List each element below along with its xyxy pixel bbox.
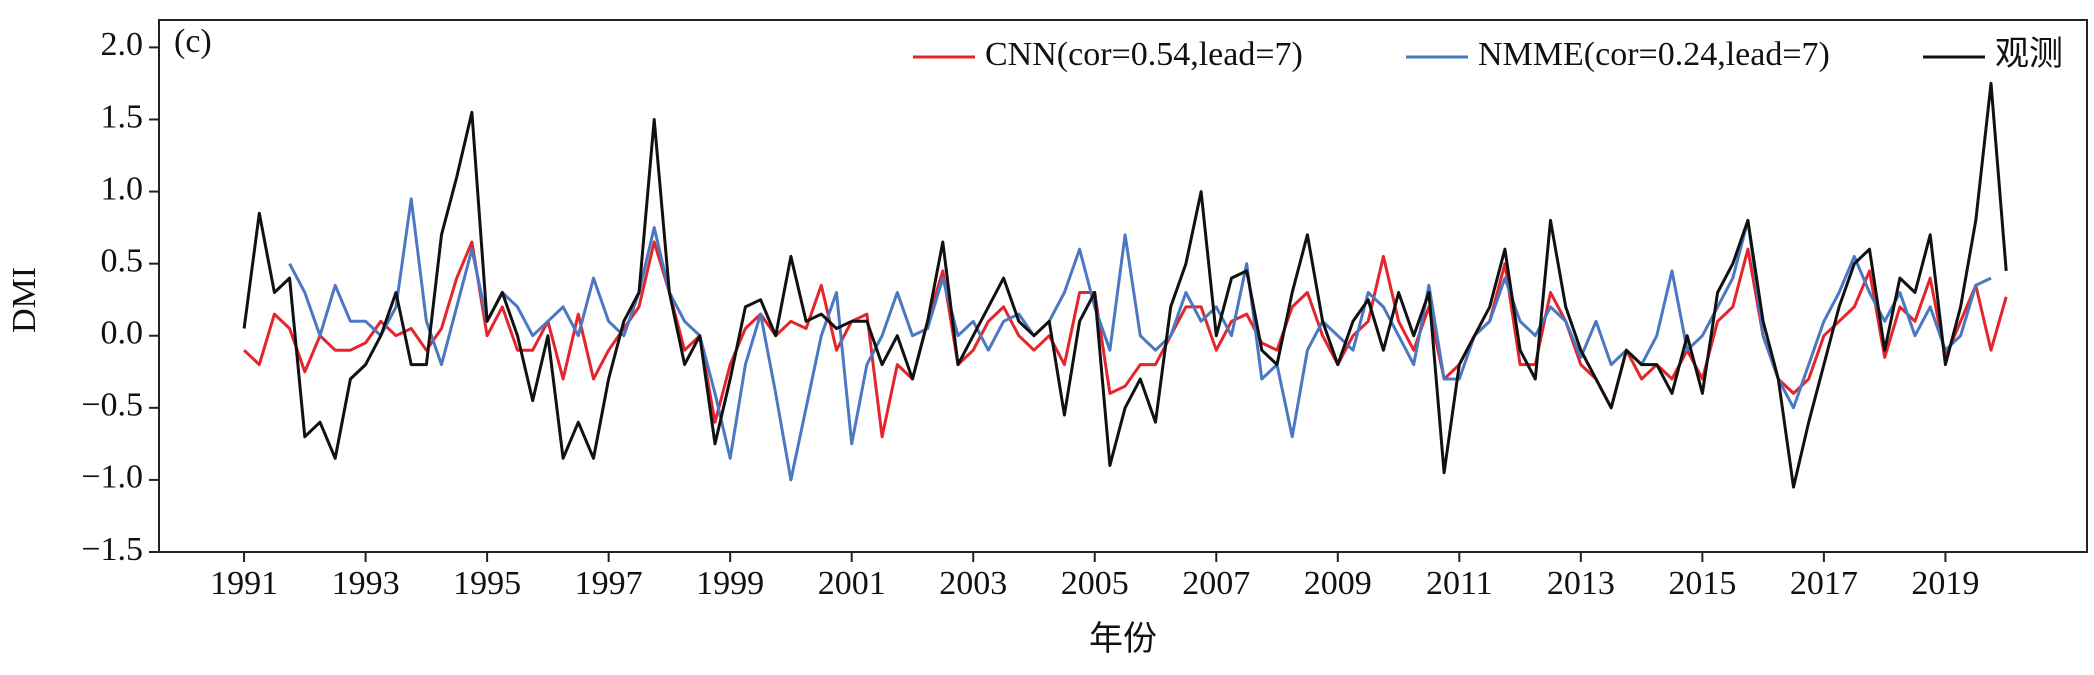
y-tick-label: 2.0 bbox=[101, 26, 144, 63]
x-tick-label: 2009 bbox=[1304, 565, 1372, 602]
legend-label: 观测 bbox=[1995, 36, 2063, 73]
y-axis-label: DMI bbox=[6, 267, 43, 333]
legend-label: CNN(cor=0.54,lead=7) bbox=[985, 36, 1303, 73]
x-tick-label: 1995 bbox=[453, 565, 521, 602]
x-tick-label: 2005 bbox=[1061, 565, 1129, 602]
x-tick-label: 1997 bbox=[575, 565, 643, 602]
x-tick-label: 1993 bbox=[332, 565, 400, 602]
y-tick-label: 0.5 bbox=[101, 242, 144, 279]
x-tick-label: 2011 bbox=[1426, 565, 1493, 602]
x-tick-label: 1991 bbox=[210, 565, 278, 602]
y-tick-label: 0.0 bbox=[101, 315, 144, 352]
legend-label: NMME(cor=0.24,lead=7) bbox=[1478, 36, 1830, 73]
plot-frame bbox=[158, 19, 2088, 553]
series-line bbox=[243, 240, 2008, 439]
x-tick-label: 2019 bbox=[1911, 565, 1979, 602]
x-tick-label: 2013 bbox=[1547, 565, 1615, 602]
x-tick-label: 1999 bbox=[696, 565, 764, 602]
y-tick-label: −1.5 bbox=[81, 531, 143, 568]
y-tick-label: 1.5 bbox=[101, 98, 144, 135]
panel-annotation: (c) bbox=[174, 23, 212, 60]
x-tick-label: 2017 bbox=[1790, 565, 1858, 602]
y-tick-label: −0.5 bbox=[81, 387, 143, 424]
series-line bbox=[288, 197, 1992, 482]
x-tick-label: 2001 bbox=[818, 565, 886, 602]
y-tick-label: −1.0 bbox=[81, 459, 143, 496]
series-line bbox=[242, 81, 2008, 489]
x-tick-label: 2003 bbox=[939, 565, 1007, 602]
y-tick-label: 1.0 bbox=[101, 170, 144, 207]
x-tick-label: 2015 bbox=[1668, 565, 1736, 602]
x-tick-label: 2007 bbox=[1182, 565, 1250, 602]
x-axis-label: 年份 bbox=[1089, 620, 1157, 658]
